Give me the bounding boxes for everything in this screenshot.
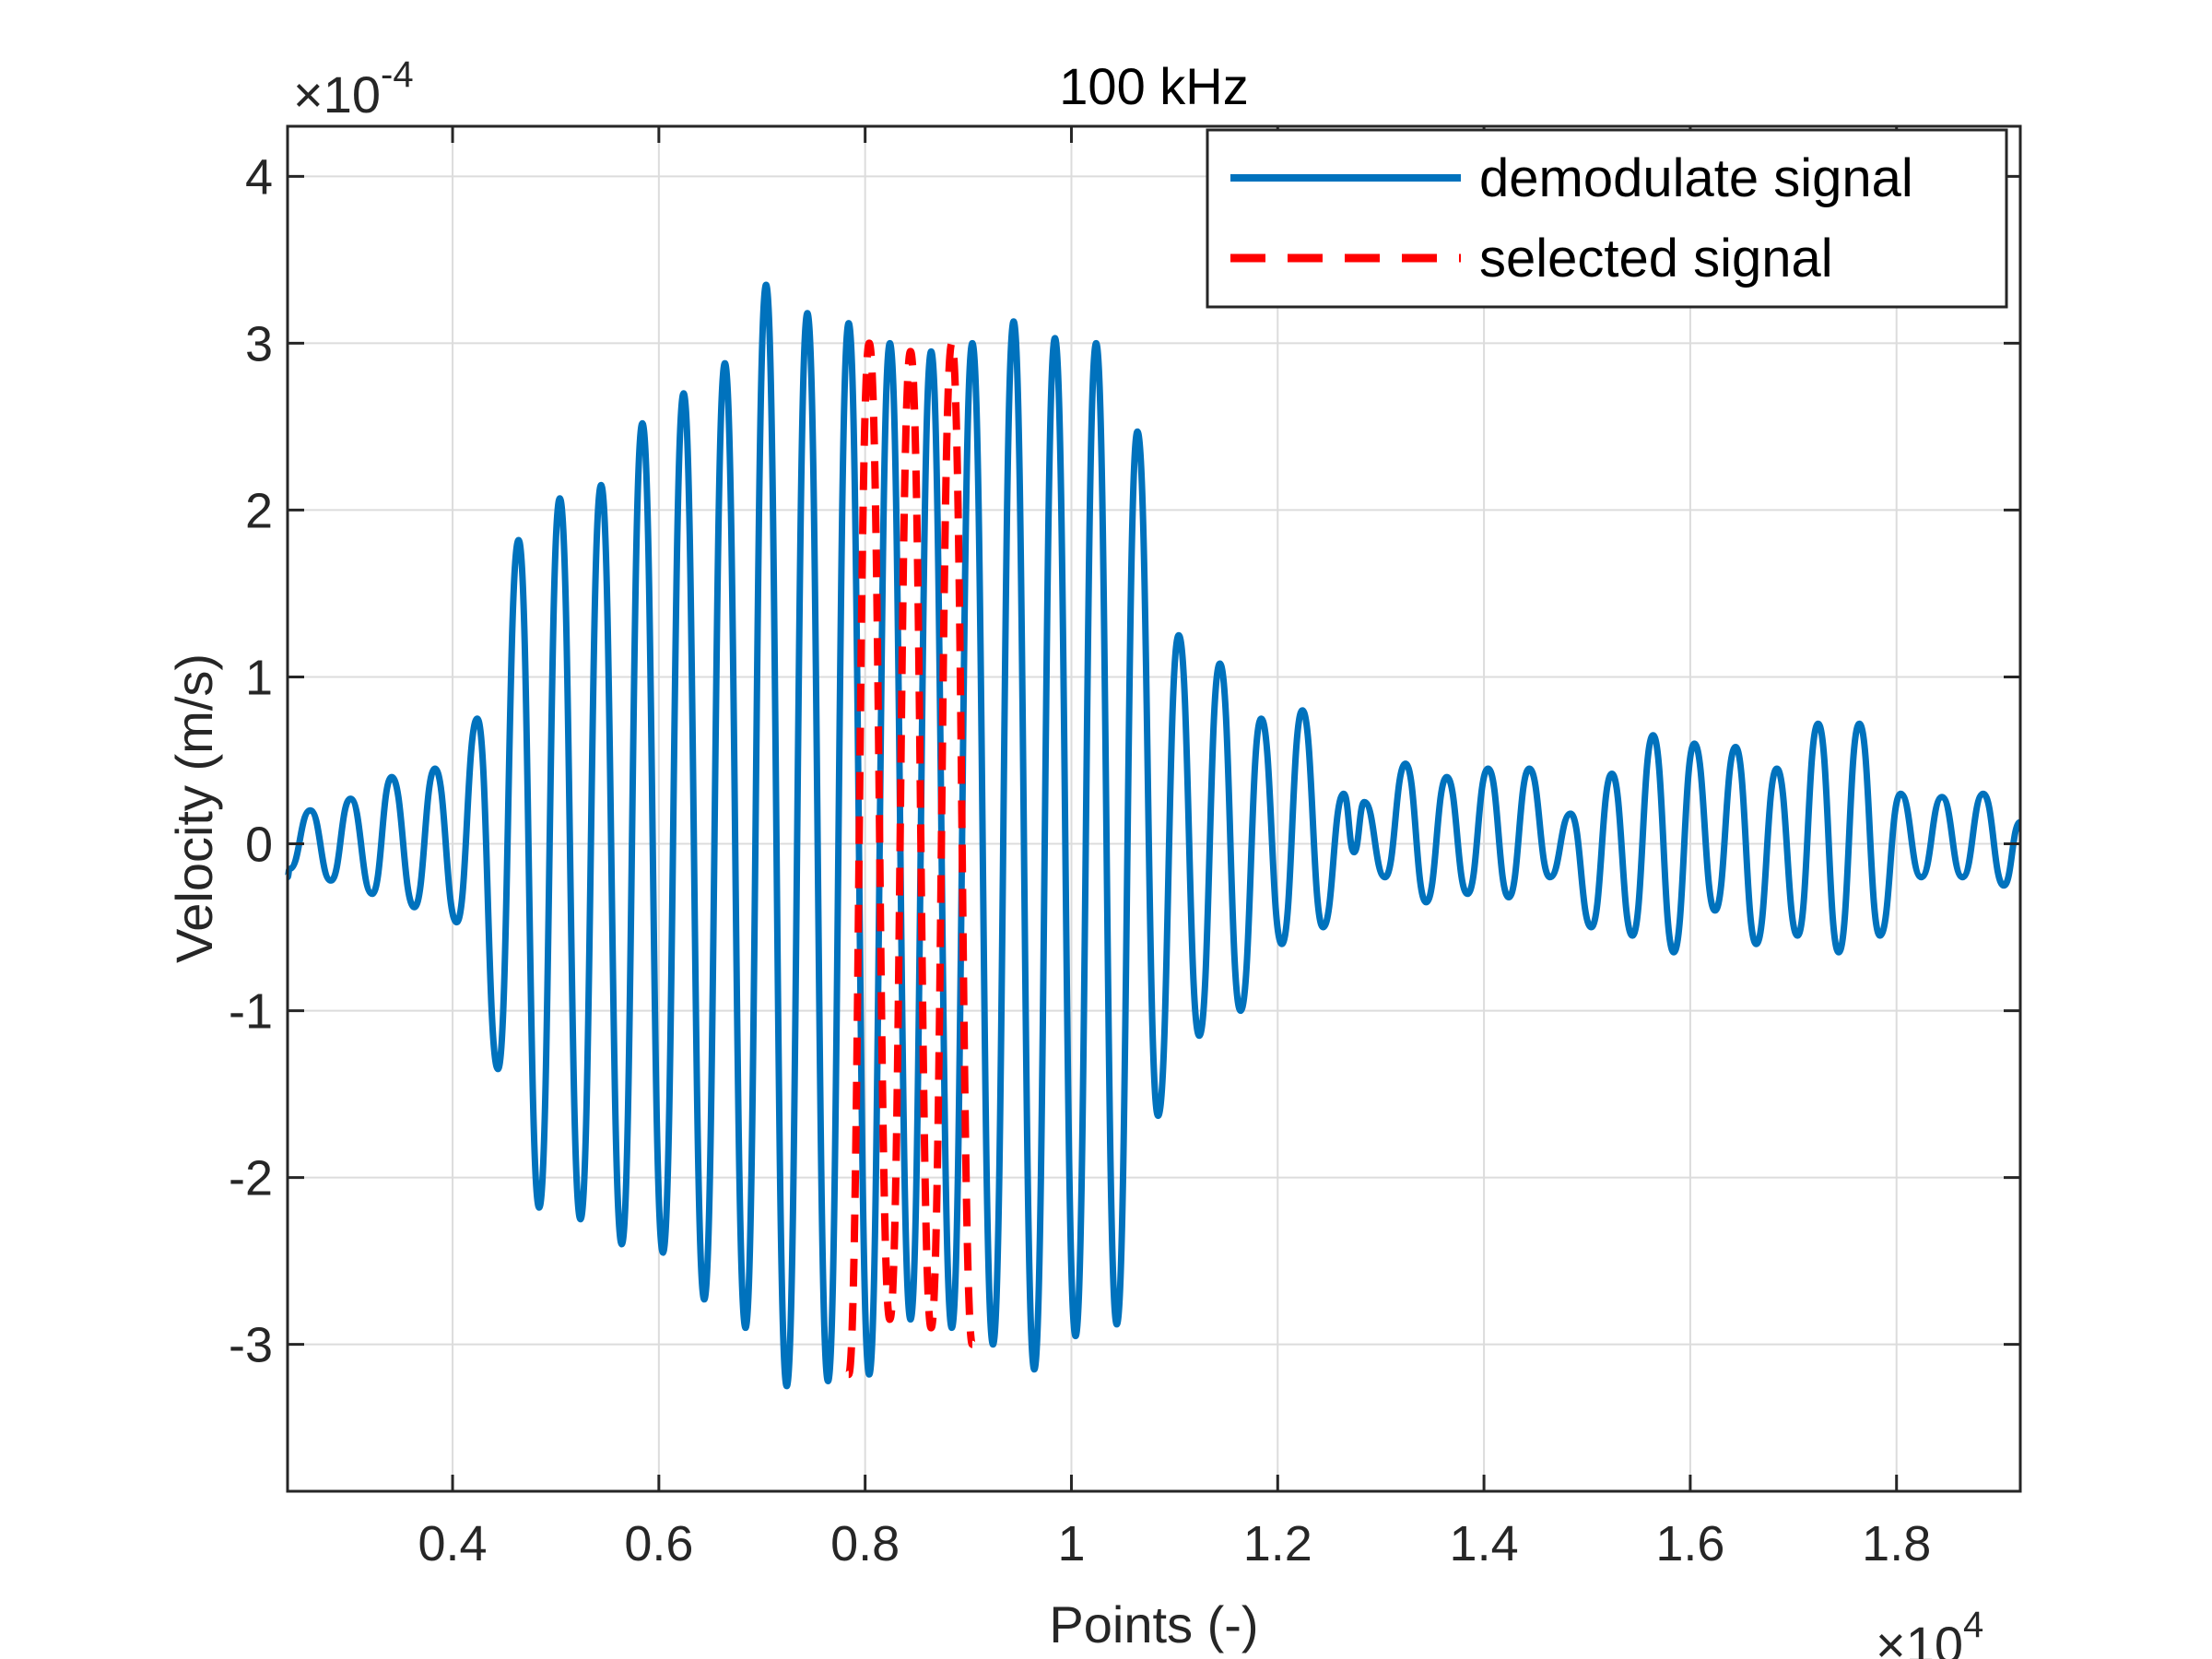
legend-box [1206, 128, 2008, 309]
y-exponent-base: ×10 [293, 65, 381, 124]
y-tick-label: -2 [229, 1151, 273, 1206]
x-tick-label: 1.6 [1655, 1516, 1724, 1571]
x-tick-label: 1.8 [1862, 1516, 1931, 1571]
y-tick-label: -3 [229, 1318, 273, 1373]
y-exponent-label: ×10-4 [293, 54, 414, 124]
y-tick-label: -1 [229, 984, 273, 1040]
y-tick-label: 0 [245, 818, 273, 873]
x-axis-title: Points (-) [1049, 1595, 1258, 1653]
x-tick-label: 1.2 [1243, 1516, 1312, 1571]
y-tick-label: 3 [245, 316, 273, 371]
series-layer [284, 281, 2024, 1390]
x-exponent-base: ×10 [1876, 1616, 1963, 1659]
x-exponent-power: 4 [1963, 1605, 1983, 1645]
x-tick-label: 0.6 [624, 1516, 693, 1571]
x-tick-label: 1.4 [1450, 1516, 1519, 1571]
y-exponent-power: -4 [381, 54, 414, 95]
y-tick-label: 4 [245, 149, 273, 205]
x-tick-label: 0.4 [418, 1516, 488, 1571]
series-line-0 [284, 281, 2024, 1390]
plot-frame [286, 124, 2022, 1493]
plot-background [288, 126, 2020, 1491]
legend: demodulate signal selected signal [1206, 128, 2008, 309]
legend-label-selected: selected signal [1479, 229, 1833, 288]
x-tick-label: 1 [1057, 1516, 1085, 1571]
x-exponent-label: ×104 [1876, 1605, 1983, 1659]
x-tick-label: 0.8 [830, 1516, 900, 1571]
y-tick-label: 2 [245, 483, 273, 538]
chart-title: 100 kHz [1059, 57, 1248, 115]
legend-label-demodulate: demodulate signal [1479, 148, 1913, 208]
y-tick-label: 1 [245, 650, 273, 705]
y-axis-title: Velocity (m/s) [165, 653, 223, 963]
series-line-1 [844, 339, 976, 1379]
ticks: 0.4 0.6 0.8 1 1.2 1.4 1.6 1.8 -3 -2 -1 0 1 2 3 4 [229, 126, 2020, 1571]
